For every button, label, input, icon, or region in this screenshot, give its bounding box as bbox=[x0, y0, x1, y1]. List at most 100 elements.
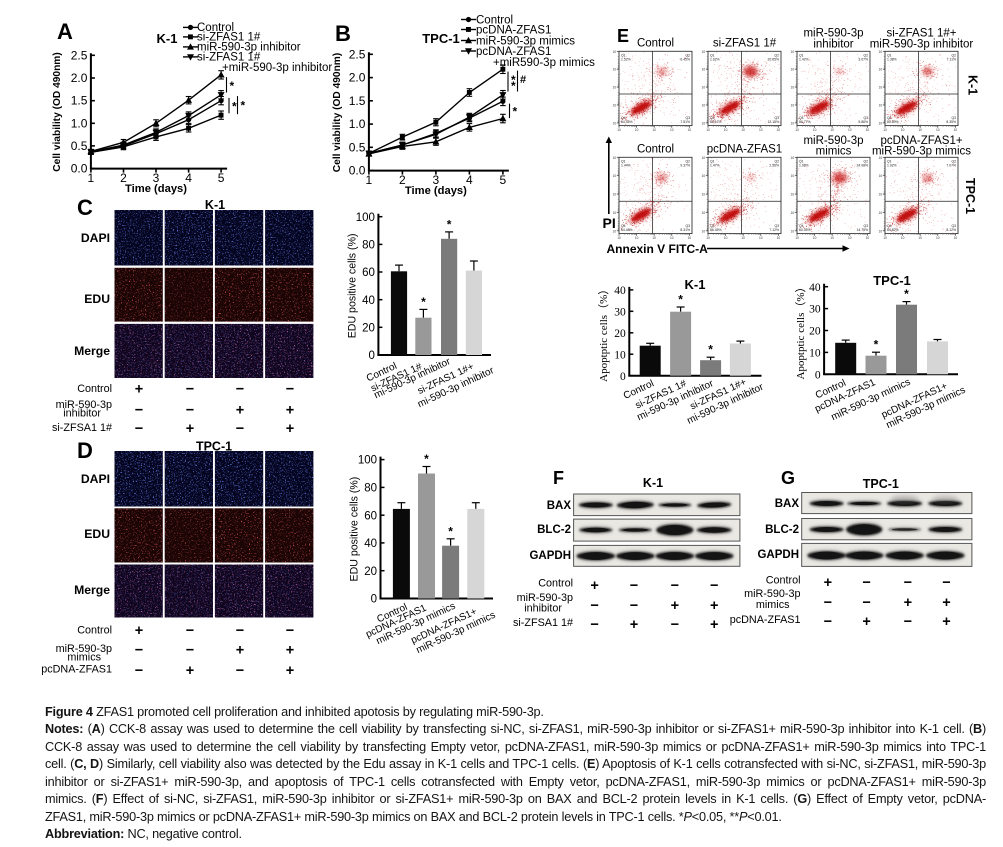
svg-text:1.0: 1.0 bbox=[71, 116, 88, 130]
svg-text:+: + bbox=[236, 403, 244, 419]
svg-text:10: 10 bbox=[795, 128, 799, 132]
svg-text:10: 10 bbox=[879, 174, 883, 178]
svg-text:12.15%: 12.15% bbox=[768, 120, 780, 124]
svg-text:TPC-1: TPC-1 bbox=[863, 477, 899, 491]
svg-text:−: − bbox=[862, 575, 870, 591]
svg-text:*: * bbox=[424, 452, 429, 466]
svg-text:1.02%: 1.02% bbox=[887, 163, 897, 167]
svg-text:EDU: EDU bbox=[84, 527, 110, 541]
svg-text:10: 10 bbox=[918, 128, 922, 132]
svg-text:miR-590-3p: miR-590-3p bbox=[803, 28, 863, 40]
svg-text:mimics: mimics bbox=[816, 146, 852, 158]
svg-text:10: 10 bbox=[813, 236, 817, 240]
svg-text:10: 10 bbox=[879, 50, 883, 54]
svg-text:1.38%: 1.38% bbox=[887, 57, 897, 61]
svg-text:Q2: Q2 bbox=[863, 159, 868, 163]
svg-text:−: − bbox=[671, 617, 679, 633]
svg-text:4: 4 bbox=[466, 173, 473, 187]
svg-text:Control: Control bbox=[197, 22, 234, 34]
svg-text:84.45%: 84.45% bbox=[621, 120, 633, 124]
svg-text:Q1: Q1 bbox=[621, 53, 626, 57]
svg-text:10: 10 bbox=[702, 68, 706, 72]
svg-text:10: 10 bbox=[702, 229, 706, 233]
svg-text:Merge: Merge bbox=[74, 583, 110, 597]
svg-text:10: 10 bbox=[688, 128, 692, 132]
svg-text:10: 10 bbox=[617, 128, 621, 132]
svg-text:+: + bbox=[236, 643, 244, 659]
svg-text:10: 10 bbox=[879, 104, 883, 108]
svg-text:pcDNA-ZFAS1: pcDNA-ZFAS1 bbox=[476, 24, 551, 36]
svg-text:miR-590-3p: miR-590-3p bbox=[744, 588, 800, 600]
svg-text:2.0: 2.0 bbox=[349, 71, 366, 85]
svg-text:−: − bbox=[904, 575, 912, 591]
svg-text:E: E bbox=[617, 26, 629, 46]
svg-text:1.08%: 1.08% bbox=[799, 163, 809, 167]
svg-text:10: 10 bbox=[848, 128, 852, 132]
svg-text:Control: Control bbox=[637, 144, 674, 156]
svg-text:−: − bbox=[236, 382, 244, 398]
svg-text:10: 10 bbox=[879, 211, 883, 215]
svg-text:+: + bbox=[942, 595, 950, 611]
svg-text:+: + bbox=[942, 614, 950, 630]
svg-text:10: 10 bbox=[791, 50, 795, 54]
svg-text:10: 10 bbox=[830, 236, 834, 240]
svg-text:Control: Control bbox=[77, 383, 112, 395]
svg-text:10: 10 bbox=[759, 128, 763, 132]
svg-text:10: 10 bbox=[613, 229, 617, 233]
svg-text:100: 100 bbox=[356, 212, 375, 224]
svg-text:si-ZFSA1 1#: si-ZFSA1 1# bbox=[513, 617, 573, 629]
svg-text:6.45%: 6.45% bbox=[680, 57, 690, 61]
svg-text:10: 10 bbox=[848, 236, 852, 240]
svg-text:*: * bbox=[904, 287, 909, 301]
svg-text:Cell viability (OD 490nm): Cell viability (OD 490nm) bbox=[332, 53, 343, 172]
svg-text:66.17%: 66.17% bbox=[710, 120, 722, 124]
svg-text:*: * bbox=[448, 524, 453, 538]
svg-text:10: 10 bbox=[791, 121, 795, 125]
svg-text:−: − bbox=[630, 598, 638, 614]
svg-text:si-ZFSA1 1#: si-ZFSA1 1# bbox=[52, 422, 112, 434]
svg-text:9.37%: 9.37% bbox=[680, 163, 690, 167]
svg-text:3.07%: 3.07% bbox=[858, 57, 868, 61]
svg-text:40: 40 bbox=[809, 282, 821, 294]
svg-text:B: B bbox=[335, 21, 351, 46]
svg-text:7.07%: 7.07% bbox=[946, 163, 956, 167]
svg-text:10: 10 bbox=[901, 128, 905, 132]
svg-text:mimics: mimics bbox=[67, 652, 101, 664]
svg-text:TPC-1: TPC-1 bbox=[422, 31, 460, 46]
svg-text:si-ZFAS1 1#: si-ZFAS1 1# bbox=[197, 52, 261, 64]
svg-text:Control: Control bbox=[476, 14, 513, 26]
svg-text:2.56%: 2.56% bbox=[769, 163, 779, 167]
svg-text:10: 10 bbox=[791, 229, 795, 233]
svg-text:−: − bbox=[630, 578, 638, 594]
svg-text:Apoptptic cells（%）: Apoptptic cells（%） bbox=[597, 284, 610, 382]
svg-text:pcDNA-ZFAS1: pcDNA-ZFAS1 bbox=[707, 144, 782, 156]
svg-text:10: 10 bbox=[741, 236, 745, 240]
svg-text:TPC-1: TPC-1 bbox=[963, 178, 977, 214]
svg-text:0.0: 0.0 bbox=[71, 162, 88, 176]
svg-text:+: + bbox=[135, 382, 143, 398]
svg-text:*: * bbox=[678, 293, 683, 307]
svg-text:24.08%: 24.08% bbox=[857, 163, 869, 167]
svg-text:10: 10 bbox=[613, 121, 617, 125]
svg-text:*: * bbox=[513, 104, 518, 118]
svg-text:si-ZFAS1 1#: si-ZFAS1 1# bbox=[197, 32, 261, 44]
svg-text:3: 3 bbox=[433, 173, 440, 187]
svg-text:miR-590-3p mimics: miR-590-3p mimics bbox=[872, 146, 971, 158]
svg-text:−: − bbox=[186, 382, 194, 398]
svg-text:−: − bbox=[590, 598, 598, 614]
svg-text:10: 10 bbox=[879, 193, 883, 197]
svg-text:10: 10 bbox=[883, 236, 887, 240]
svg-text:Q1: Q1 bbox=[799, 159, 804, 163]
svg-text:miR-590-3p inhibitor: miR-590-3p inhibitor bbox=[197, 42, 301, 54]
svg-text:GAPDH: GAPDH bbox=[529, 550, 571, 562]
svg-text:−: − bbox=[135, 643, 143, 659]
svg-text:0: 0 bbox=[620, 371, 626, 383]
svg-text:1.5: 1.5 bbox=[349, 94, 366, 108]
svg-text:Q3: Q3 bbox=[774, 224, 779, 228]
svg-text:10: 10 bbox=[777, 128, 781, 132]
svg-text:Q3: Q3 bbox=[685, 116, 690, 120]
svg-text:84.48%: 84.48% bbox=[621, 228, 633, 232]
svg-text:20: 20 bbox=[809, 326, 821, 338]
svg-text:10: 10 bbox=[954, 128, 958, 132]
svg-text:10: 10 bbox=[702, 104, 706, 108]
